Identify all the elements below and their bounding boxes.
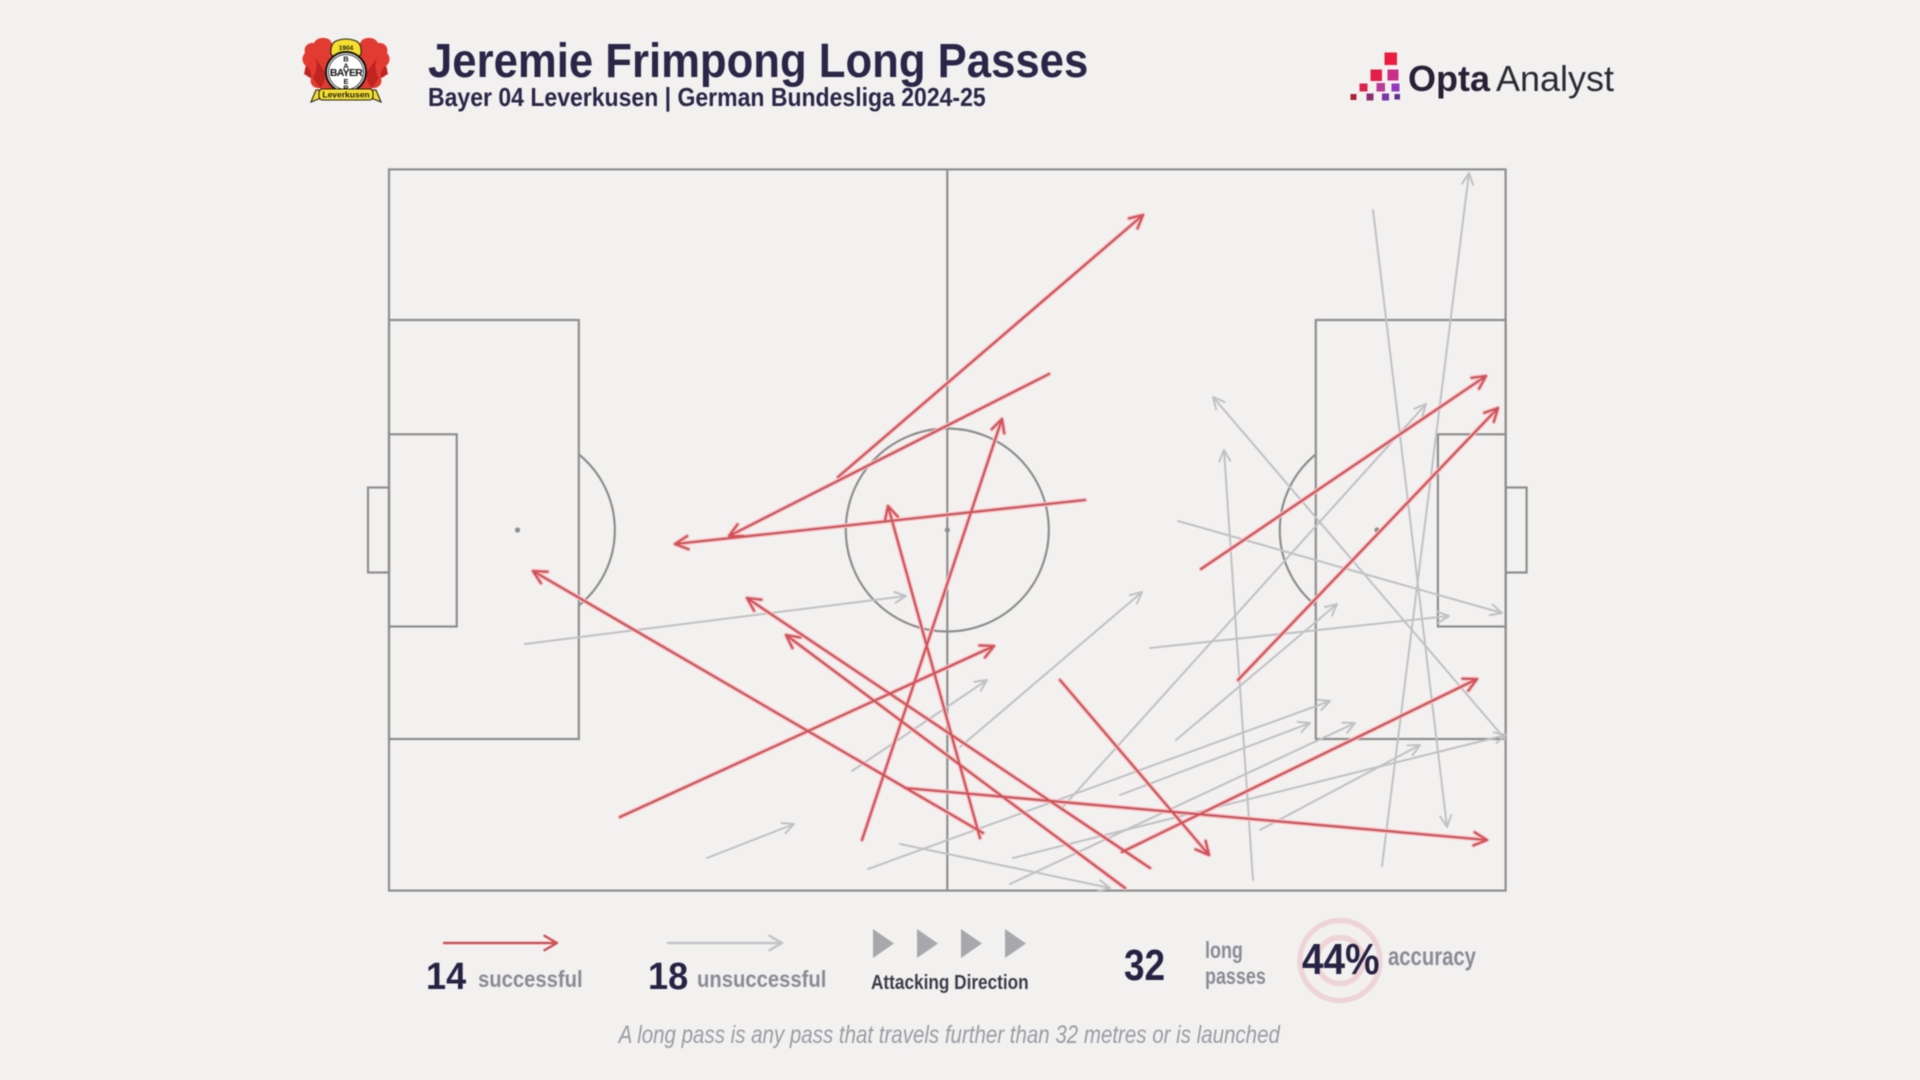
svg-text:E: E [343, 77, 348, 86]
svg-text:Analyst: Analyst [1496, 58, 1614, 99]
svg-text:Opta: Opta [1408, 58, 1491, 99]
svg-text:BAYER: BAYER [330, 67, 363, 79]
svg-text:A: A [343, 62, 349, 71]
svg-text:B: B [343, 55, 349, 64]
svg-text:Leverkusen: Leverkusen [322, 90, 369, 100]
svg-text:1904: 1904 [339, 45, 354, 52]
svg-text:R: R [343, 84, 349, 93]
